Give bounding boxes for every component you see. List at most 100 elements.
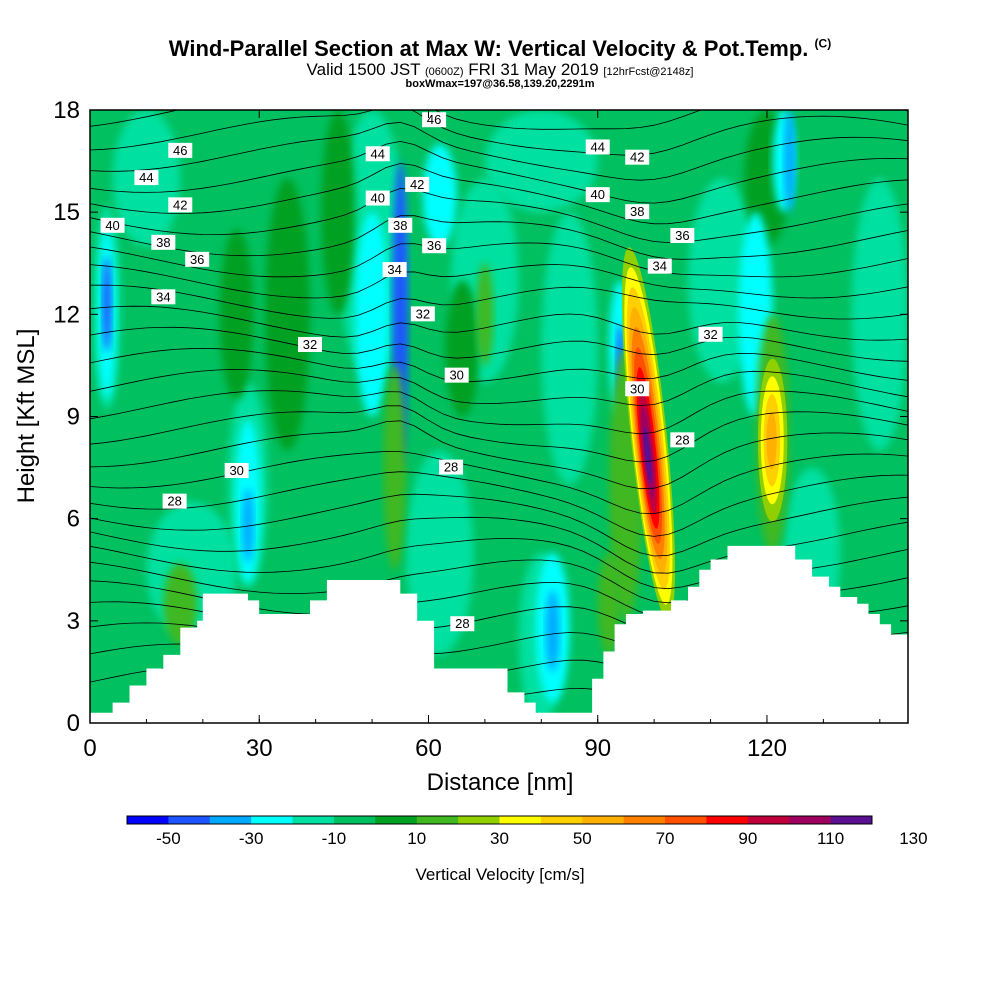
theta-label-text: 30 [630,381,644,396]
theta-label-text: 38 [393,218,407,233]
theta-label-34: 34 [382,262,407,278]
isentrope-20 [90,242,908,278]
colorbar-tick-label: -50 [156,829,181,848]
isentrope-27 [90,110,908,130]
theta-label-46: 46 [422,112,447,128]
velocity-cell-32 [383,365,406,570]
theta-label-44: 44 [365,146,390,162]
theta-label-30: 30 [224,462,249,478]
theta-label-42: 42 [625,149,650,165]
isentrope-16 [90,326,908,362]
velocity-cell-31 [783,110,796,213]
theta-label-text: 30 [229,463,243,478]
theta-label-box [410,306,435,322]
theta-label-text: 34 [653,259,667,274]
theta-label-text: 38 [630,204,644,219]
isentrope-17 [90,305,908,341]
colorbar-swatch-11 [582,816,625,824]
isentrope-26 [90,110,908,156]
theta-label-box [168,142,193,158]
colorbar-swatch-10 [540,816,583,824]
chart-subtitle: Valid 1500 JST (0600Z) FRI 31 May 2019 [… [0,60,1000,80]
theta-label-box [625,204,650,220]
theta-label-text: 44 [139,170,153,185]
isentrope-23 [90,163,908,225]
colorbar-swatch-7 [416,816,459,824]
theta-label-box [670,228,695,244]
theta-label-box [625,381,650,397]
colorbar-swatch-6 [375,816,418,824]
theta-label-28: 28 [670,432,695,448]
velocity-cell-16 [219,229,254,400]
chart-title: Wind-Parallel Section at Max W: Vertical… [168,36,832,61]
theta-label-text: 44 [590,139,604,154]
colorbar-swatch-13 [665,816,707,824]
colorbar-label: Vertical Velocity [cm/s] [415,865,584,884]
chart-subtitle-2: boxWmax=197@36.58,139.20,2291m [405,78,595,90]
theta-label-40: 40 [365,190,390,206]
velocity-cell-6 [851,178,908,451]
velocity-cell-29 [545,590,560,672]
x-axis-label: Distance [nm] [427,769,574,796]
isentrope-13 [90,390,908,435]
colorbar-swatch-8 [458,816,500,824]
y-tick-label: 3 [67,608,80,635]
theta-label-text: 34 [156,289,170,304]
theta-label-text: 38 [156,235,170,250]
velocity-cell-17 [321,110,356,315]
theta-label-box [168,197,193,213]
theta-label-text: 32 [303,337,317,352]
y-tick-label: 18 [53,97,80,124]
theta-label-28: 28 [439,459,464,475]
theta-label-36: 36 [422,238,447,254]
theta-label-box [450,616,475,632]
theta-label-box [647,258,672,274]
theta-label-box [185,251,210,267]
velocity-cell-12 [484,110,598,213]
isentrope-12 [90,405,908,463]
colorbar-frame [126,815,873,825]
y-tick-label: 9 [67,404,80,431]
colorbar-swatch-14 [706,816,749,824]
theta-label-text: 40 [105,218,119,233]
velocity-cell-36 [163,562,198,645]
isentrope-11 [90,420,908,490]
colorbar-tick-label: 90 [738,829,757,848]
theta-label-box [444,367,469,383]
isentrope-21 [90,215,908,260]
theta-label-text: 42 [173,197,187,212]
theta-label-box [162,493,187,509]
theta-label-box [585,139,610,155]
theta-label-42: 42 [405,176,430,192]
x-tick-label: 30 [246,735,273,762]
colorbar: -50 -30 -10 10 30 50 70 90 110 130 [126,815,928,848]
theta-label-40: 40 [585,187,610,203]
theta-label-box [585,187,610,203]
isentrope-18 [90,284,908,320]
y-axis-label: Height [Kft MSL] [13,329,40,504]
theta-label-text: 36 [427,238,441,253]
x-tick-label: 120 [747,735,787,762]
colorbar-swatch-16 [789,816,832,824]
theta-label-box [365,190,390,206]
isentrope-8 [90,493,908,557]
y-tick-label: 15 [53,199,80,226]
colorbar-swatch-9 [499,816,542,824]
theta-label-box [100,217,125,233]
colorbar-swatch-17 [830,816,873,824]
theta-label-text: 36 [675,228,689,243]
colorbar-swatch-0 [127,816,169,824]
isentrope-15 [90,347,908,383]
theta-label-38: 38 [151,234,176,250]
theta-label-text: 28 [167,494,181,509]
velocity-cell-14 [445,280,480,417]
y-tick-label: 12 [53,301,80,328]
isentrope-19 [90,264,908,299]
theta-label-text: 28 [444,460,458,475]
colorbar-swatch-1 [168,816,211,824]
isentrope-25 [90,121,908,181]
colorbar-tick-label: 70 [656,829,675,848]
colorbar-swatch-5 [333,816,376,824]
